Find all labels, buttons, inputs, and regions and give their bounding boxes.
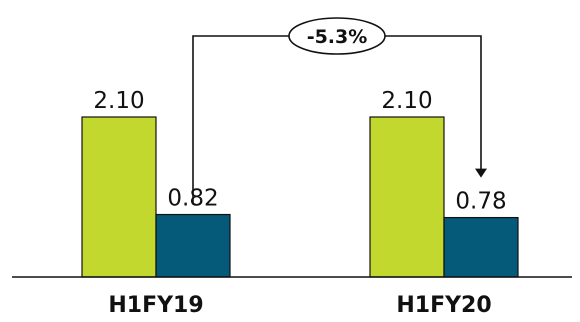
- change-oval: [288, 17, 386, 55]
- x-tick-label-h1fy19: H1FY19: [108, 293, 203, 318]
- change-annotation: -5.3%: [192, 17, 487, 205]
- change-label: -5.3%: [307, 26, 368, 48]
- value-label-h1fy20-series-1: 2.10: [381, 88, 432, 114]
- x-axis-ticks: H1FY19 H1FY20: [108, 293, 491, 318]
- x-tick-label-h1fy20: H1FY20: [396, 293, 491, 318]
- bar-h1fy19-series-1: [81, 116, 157, 278]
- bar-h1fy20-series-2: [443, 216, 519, 278]
- bars-group: [81, 116, 519, 278]
- bar-h1fy19-series-2: [155, 213, 231, 278]
- bar-h1fy20-series-1: [369, 116, 445, 278]
- change-arrow-head: [475, 168, 487, 178]
- value-label-h1fy20-series-2: 0.78: [455, 189, 506, 215]
- value-label-h1fy19-series-1: 2.10: [93, 88, 144, 114]
